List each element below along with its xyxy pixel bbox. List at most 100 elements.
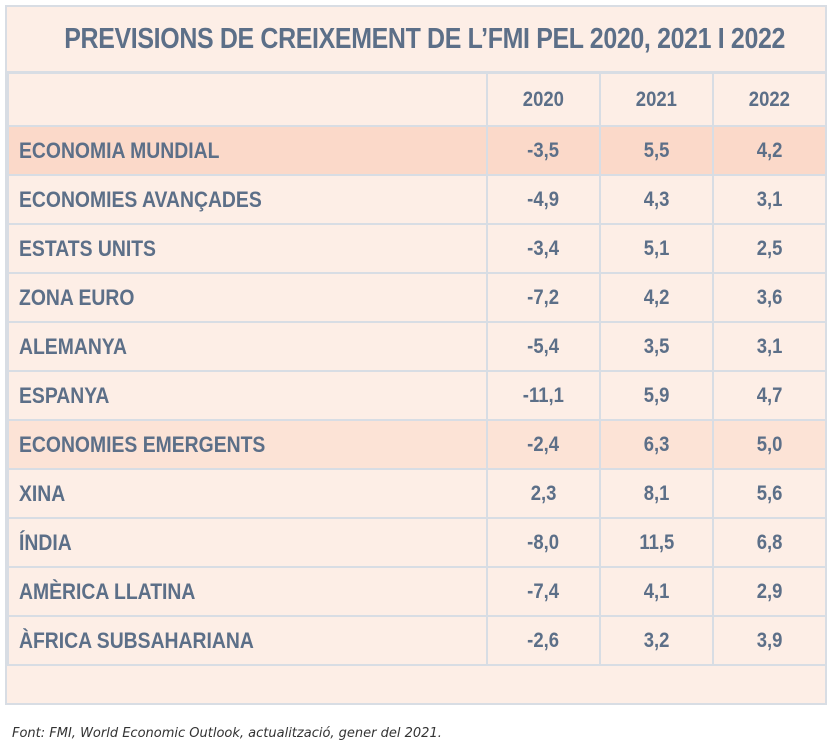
- value-cell-2021: 4,3: [599, 174, 714, 225]
- table-row: ESPANYA -11,1 5,9 4,7: [7, 370, 827, 421]
- value-cell-2022: 3,1: [712, 174, 827, 225]
- table-row: XINA 2,3 8,1 5,6: [7, 468, 827, 519]
- value-cell-2022: 6,8: [712, 517, 827, 568]
- value-2020: -4,9: [527, 187, 560, 211]
- value-2020: -8,0: [527, 530, 560, 554]
- value-cell-2020: -2,4: [486, 419, 601, 470]
- row-label-cell: ALEMANYA: [7, 321, 488, 372]
- value-2020: -2,4: [527, 432, 560, 456]
- header-cell-2022: 2022: [712, 74, 827, 127]
- value-cell-2022: 2,5: [712, 223, 827, 274]
- value-cell-2022: 4,2: [712, 125, 827, 176]
- value-2020: -7,2: [527, 285, 560, 309]
- row-label: ECONOMIA MUNDIAL: [19, 137, 220, 163]
- value-cell-2021: 6,3: [599, 419, 714, 470]
- value-cell-2021: 3,5: [599, 321, 714, 372]
- value-cell-2021: 5,1: [599, 223, 714, 274]
- value-2021: 5,9: [643, 383, 670, 407]
- value-cell-2022: 2,9: [712, 566, 827, 617]
- value-2022: 2,9: [756, 579, 783, 603]
- value-cell-2020: -11,1: [486, 370, 601, 421]
- value-cell-2020: -7,4: [486, 566, 601, 617]
- value-cell-2021: 11,5: [599, 517, 714, 568]
- row-label: ÍNDIA: [19, 529, 72, 555]
- value-cell-2021: 4,2: [599, 272, 714, 323]
- header-cell-label: [7, 74, 488, 127]
- header-cell-2020: 2020: [486, 74, 601, 127]
- value-cell-2022: 5,0: [712, 419, 827, 470]
- value-cell-2020: -3,4: [486, 223, 601, 274]
- value-2022: 2,5: [756, 236, 783, 260]
- row-label-cell: ESPANYA: [7, 370, 488, 421]
- value-2022: 5,6: [756, 481, 783, 505]
- value-cell-2020: -7,2: [486, 272, 601, 323]
- value-2020: -3,5: [527, 138, 560, 162]
- value-cell-2022: 3,9: [712, 615, 827, 666]
- forecast-table: 2020 2021 2022 ECONOMIA MUNDIAL -3,5 5,5 4,…: [7, 74, 827, 666]
- value-2022: 4,7: [756, 383, 783, 407]
- header-cell-2021: 2021: [599, 74, 714, 127]
- value-2021: 4,2: [643, 285, 670, 309]
- table-row: ÀFRICA SUBSAHARIANA -2,6 3,2 3,9: [7, 615, 827, 666]
- header-text-2022: 2022: [748, 87, 791, 111]
- value-cell-2021: 3,2: [599, 615, 714, 666]
- table-row: ZONA EURO -7,2 4,2 3,6: [7, 272, 827, 323]
- value-cell-2020: -4,9: [486, 174, 601, 225]
- row-label-cell: ÍNDIA: [7, 517, 488, 568]
- row-label-cell: ECONOMIES EMERGENTS: [7, 419, 488, 470]
- value-cell-2022: 5,6: [712, 468, 827, 519]
- value-cell-2022: 3,6: [712, 272, 827, 323]
- row-label: ECONOMIES EMERGENTS: [19, 431, 266, 457]
- row-label: ÀFRICA SUBSAHARIANA: [19, 627, 254, 653]
- table-frame: PREVISIONS DE CREIXEMENT DE L’FMI PEL 20…: [5, 5, 827, 705]
- value-cell-2020: -5,4: [486, 321, 601, 372]
- value-2021: 3,5: [643, 334, 670, 358]
- value-2021: 4,3: [643, 187, 670, 211]
- value-2022: 4,2: [756, 138, 783, 162]
- value-cell-2022: 4,7: [712, 370, 827, 421]
- title-divider: [7, 71, 825, 74]
- table-row: ECONOMIES EMERGENTS -2,4 6,3 5,0: [7, 419, 827, 470]
- row-label: ESPANYA: [19, 382, 110, 408]
- row-label: ZONA EURO: [19, 284, 135, 310]
- value-cell-2021: 5,9: [599, 370, 714, 421]
- table-row: ECONOMIA MUNDIAL -3,5 5,5 4,2: [7, 125, 827, 176]
- value-2022: 5,0: [756, 432, 783, 456]
- row-label-cell: ZONA EURO: [7, 272, 488, 323]
- value-2020: -7,4: [527, 579, 560, 603]
- header-row: 2020 2021 2022: [7, 74, 827, 127]
- table-row: AMÈRICA LLATINA -7,4 4,1 2,9: [7, 566, 827, 617]
- table-title: PREVISIONS DE CREIXEMENT DE L’FMI PEL 20…: [64, 23, 786, 55]
- value-2020: -11,1: [522, 383, 565, 407]
- source-note: Font: FMI, World Economic Outlook, actua…: [12, 726, 442, 741]
- row-label: ECONOMIES AVANÇADES: [19, 186, 262, 212]
- value-2022: 3,9: [756, 628, 783, 652]
- row-label-cell: ESTATS UNITS: [7, 223, 488, 274]
- value-2021: 6,3: [643, 432, 670, 456]
- value-2021: 8,1: [643, 481, 670, 505]
- value-cell-2022: 3,1: [712, 321, 827, 372]
- row-label-cell: XINA: [7, 468, 488, 519]
- value-2021: 5,5: [643, 138, 670, 162]
- value-cell-2020: -8,0: [486, 517, 601, 568]
- value-2022: 3,1: [756, 334, 783, 358]
- value-2022: 3,6: [756, 285, 783, 309]
- table-body: ECONOMIA MUNDIAL -3,5 5,5 4,2 ECONOMIES AVAN…: [7, 125, 827, 666]
- value-2022: 3,1: [756, 187, 783, 211]
- value-cell-2021: 5,5: [599, 125, 714, 176]
- value-2022: 6,8: [756, 530, 783, 554]
- row-label-cell: ECONOMIA MUNDIAL: [7, 125, 488, 176]
- value-2020: -2,6: [527, 628, 560, 652]
- row-label: ESTATS UNITS: [19, 235, 156, 261]
- header-text-2021: 2021: [635, 87, 678, 111]
- value-cell-2020: -3,5: [486, 125, 601, 176]
- value-2020: -3,4: [527, 236, 560, 260]
- header-text-2020: 2020: [522, 87, 565, 111]
- value-2021: 5,1: [643, 236, 670, 260]
- row-label: AMÈRICA LLATINA: [19, 578, 196, 604]
- row-label-cell: ÀFRICA SUBSAHARIANA: [7, 615, 488, 666]
- value-2021: 3,2: [643, 628, 670, 652]
- row-label-cell: AMÈRICA LLATINA: [7, 566, 488, 617]
- value-cell-2021: 4,1: [599, 566, 714, 617]
- value-2021: 4,1: [643, 579, 670, 603]
